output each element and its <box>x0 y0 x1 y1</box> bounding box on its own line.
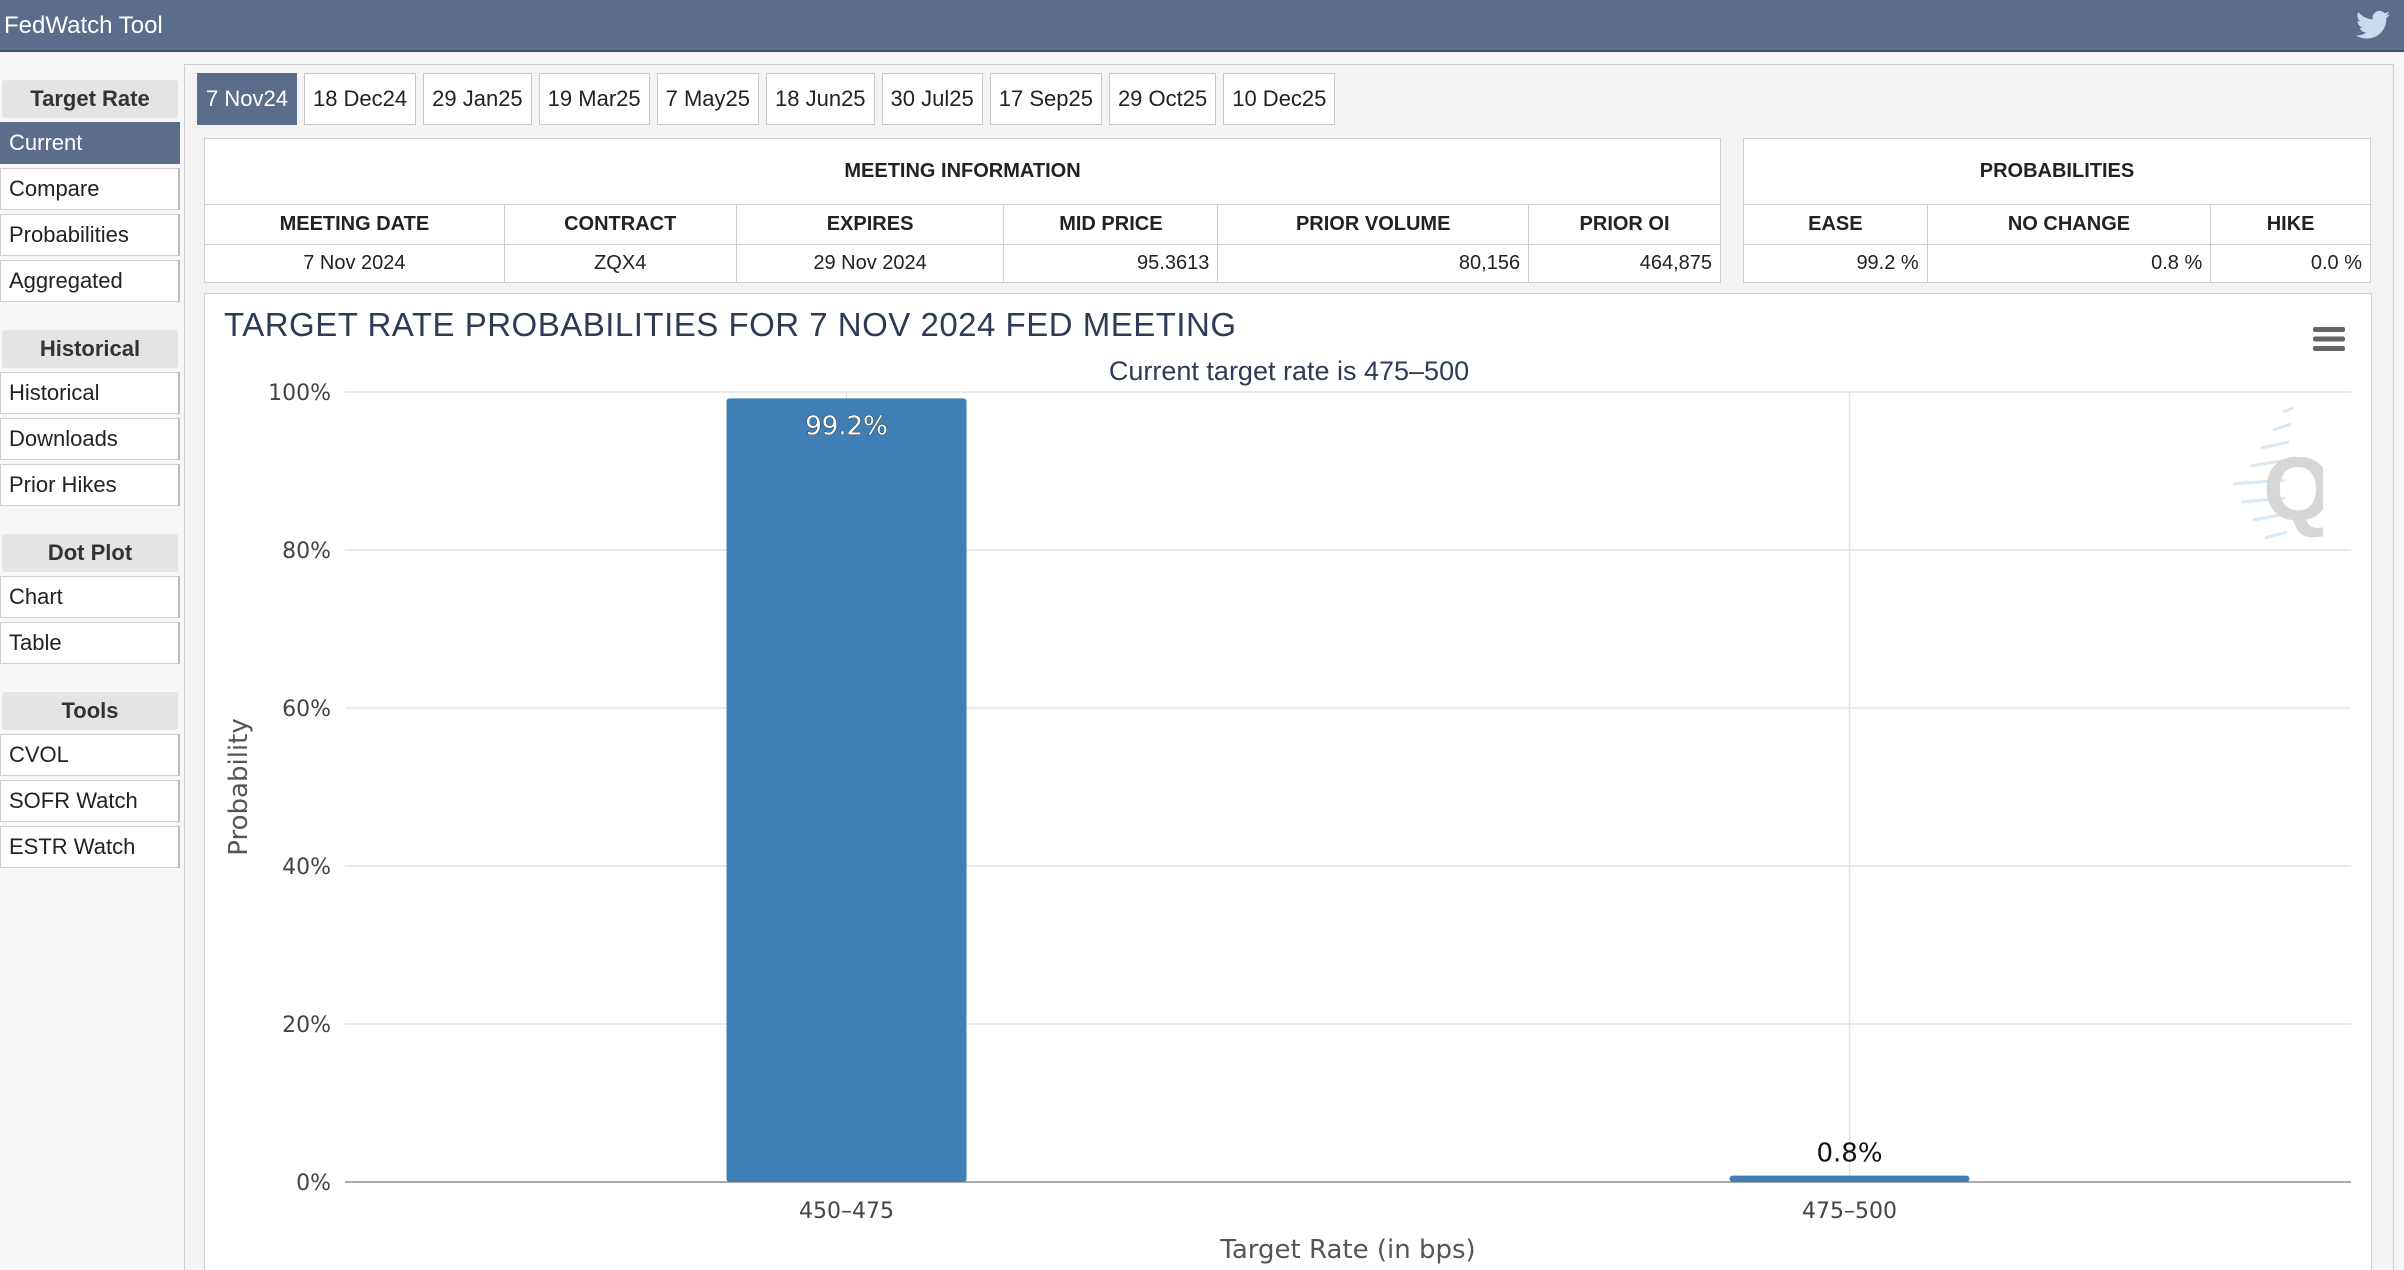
tab-18-jun25[interactable]: 18 Jun25 <box>766 73 875 125</box>
twitter-icon[interactable] <box>2356 10 2390 40</box>
main-panel: 7 Nov24 18 Dec24 29 Jan25 19 Mar25 7 May… <box>184 64 2394 1270</box>
column-header-mid-price: MID PRICE <box>1003 204 1219 245</box>
sidebar-header-dot-plot: Dot Plot <box>2 534 178 572</box>
ease-cell: 99.2 % <box>1743 244 1928 283</box>
sidebar-item-cvol[interactable]: CVOL <box>0 734 180 776</box>
target-rate-chart: TARGET RATE PROBABILITIES FOR 7 NOV 2024… <box>204 293 2372 1270</box>
column-header-prior-oi: PRIOR OI <box>1528 204 1721 245</box>
sidebar-item-downloads[interactable]: Downloads <box>0 418 180 460</box>
probabilities-header: PROBABILITIES <box>1743 138 2371 205</box>
mid-price-cell: 95.3613 <box>1003 244 1219 283</box>
sidebar-header-historical: Historical <box>2 330 178 368</box>
app-title-bar: FedWatch Tool <box>0 0 2404 52</box>
y-axis-label: Probability <box>224 718 254 855</box>
x-axis-label: Target Rate (in bps) <box>1219 1235 1475 1265</box>
tab-17-sep25[interactable]: 17 Sep25 <box>989 73 1102 125</box>
y-tick-label: 0% <box>296 1171 331 1196</box>
meeting-date-cell: 7 Nov 2024 <box>204 244 505 283</box>
column-header-ease: EASE <box>1743 204 1928 245</box>
bar <box>1729 1175 1970 1182</box>
y-tick-label: 60% <box>282 697 331 722</box>
probabilities-table: PROBABILITIES EASE NO CHANGE HIKE 99.2 %… <box>1743 138 2371 283</box>
data-label: 99.2% <box>805 411 888 441</box>
tab-29-oct25[interactable]: 29 Oct25 <box>1108 73 1217 125</box>
app-title: FedWatch Tool <box>4 12 163 39</box>
sidebar-item-aggregated[interactable]: Aggregated <box>0 260 180 302</box>
sidebar-header-tools: Tools <box>2 692 178 730</box>
sidebar-item-probabilities[interactable]: Probabilities <box>0 214 180 256</box>
sidebar-item-table[interactable]: Table <box>0 622 180 664</box>
y-tick-label: 40% <box>282 855 331 880</box>
y-tick-label: 80% <box>282 539 331 564</box>
tab-19-mar25[interactable]: 19 Mar25 <box>538 73 650 125</box>
sidebar-item-sofr-watch[interactable]: SOFR Watch <box>0 780 180 822</box>
x-tick-label: 475–500 <box>1802 1199 1897 1224</box>
sidebar-item-chart[interactable]: Chart <box>0 576 180 618</box>
prior-oi-cell: 464,875 <box>1528 244 1721 283</box>
table-row: 7 Nov 2024 ZQX4 29 Nov 2024 95.3613 80,1… <box>204 244 1721 283</box>
column-header-meeting-date: MEETING DATE <box>204 204 505 245</box>
table-row: 99.2 % 0.8 % 0.0 % <box>1743 244 2371 283</box>
tab-7-nov24[interactable]: 7 Nov24 <box>197 73 297 125</box>
svg-text:Q: Q <box>2263 440 2323 540</box>
sidebar-item-prior-hikes[interactable]: Prior Hikes <box>0 464 180 506</box>
no-change-cell: 0.8 % <box>1926 244 2212 283</box>
sidebar-item-current[interactable]: Current <box>0 122 180 164</box>
sidebar-item-compare[interactable]: Compare <box>0 168 180 210</box>
expires-cell: 29 Nov 2024 <box>735 244 1005 283</box>
tab-30-jul25[interactable]: 30 Jul25 <box>881 73 983 125</box>
hamburger-menu-icon[interactable] <box>2311 324 2347 354</box>
tab-18-dec24[interactable]: 18 Dec24 <box>303 73 417 125</box>
x-tick-label: 450–475 <box>799 1199 894 1224</box>
tab-7-may25[interactable]: 7 May25 <box>656 73 760 125</box>
cme-q-logo-icon: Q <box>2232 406 2323 540</box>
chart-subtitle: Current target rate is 475–500 <box>1108 356 1470 386</box>
meeting-information-table: MEETING INFORMATION MEETING DATE CONTRAC… <box>204 138 1721 283</box>
contract-cell: ZQX4 <box>503 244 737 283</box>
prior-volume-cell: 80,156 <box>1217 244 1530 283</box>
bar <box>726 398 967 1182</box>
column-header-contract: CONTRACT <box>503 204 737 245</box>
chart-title: TARGET RATE PROBABILITIES FOR 7 NOV 2024… <box>224 306 1237 343</box>
sidebar-header-target-rate: Target Rate <box>2 80 178 118</box>
meeting-tabs: 7 Nov24 18 Dec24 29 Jan25 19 Mar25 7 May… <box>197 73 1342 125</box>
chart-plot-area: 0% 20% 40% 60% 80% 100% 99.2% 450–475 0.8% 475–50… <box>224 381 2351 1265</box>
tab-29-jan25[interactable]: 29 Jan25 <box>423 73 532 125</box>
column-header-no-change: NO CHANGE <box>1926 204 2212 245</box>
meeting-information-header: MEETING INFORMATION <box>204 138 1721 205</box>
column-header-prior-volume: PRIOR VOLUME <box>1217 204 1530 245</box>
sidebar-item-estr-watch[interactable]: ESTR Watch <box>0 826 180 868</box>
tab-10-dec25[interactable]: 10 Dec25 <box>1223 73 1336 125</box>
data-label: 0.8% <box>1816 1139 1882 1169</box>
sidebar-item-historical[interactable]: Historical <box>0 372 180 414</box>
column-header-expires: EXPIRES <box>735 204 1005 245</box>
hike-cell: 0.0 % <box>2210 244 2371 283</box>
y-tick-label: 100% <box>268 381 331 406</box>
sidebar: Target Rate Current Compare Probabilitie… <box>0 76 182 872</box>
column-header-hike: HIKE <box>2210 204 2371 245</box>
y-tick-label: 20% <box>282 1013 331 1038</box>
